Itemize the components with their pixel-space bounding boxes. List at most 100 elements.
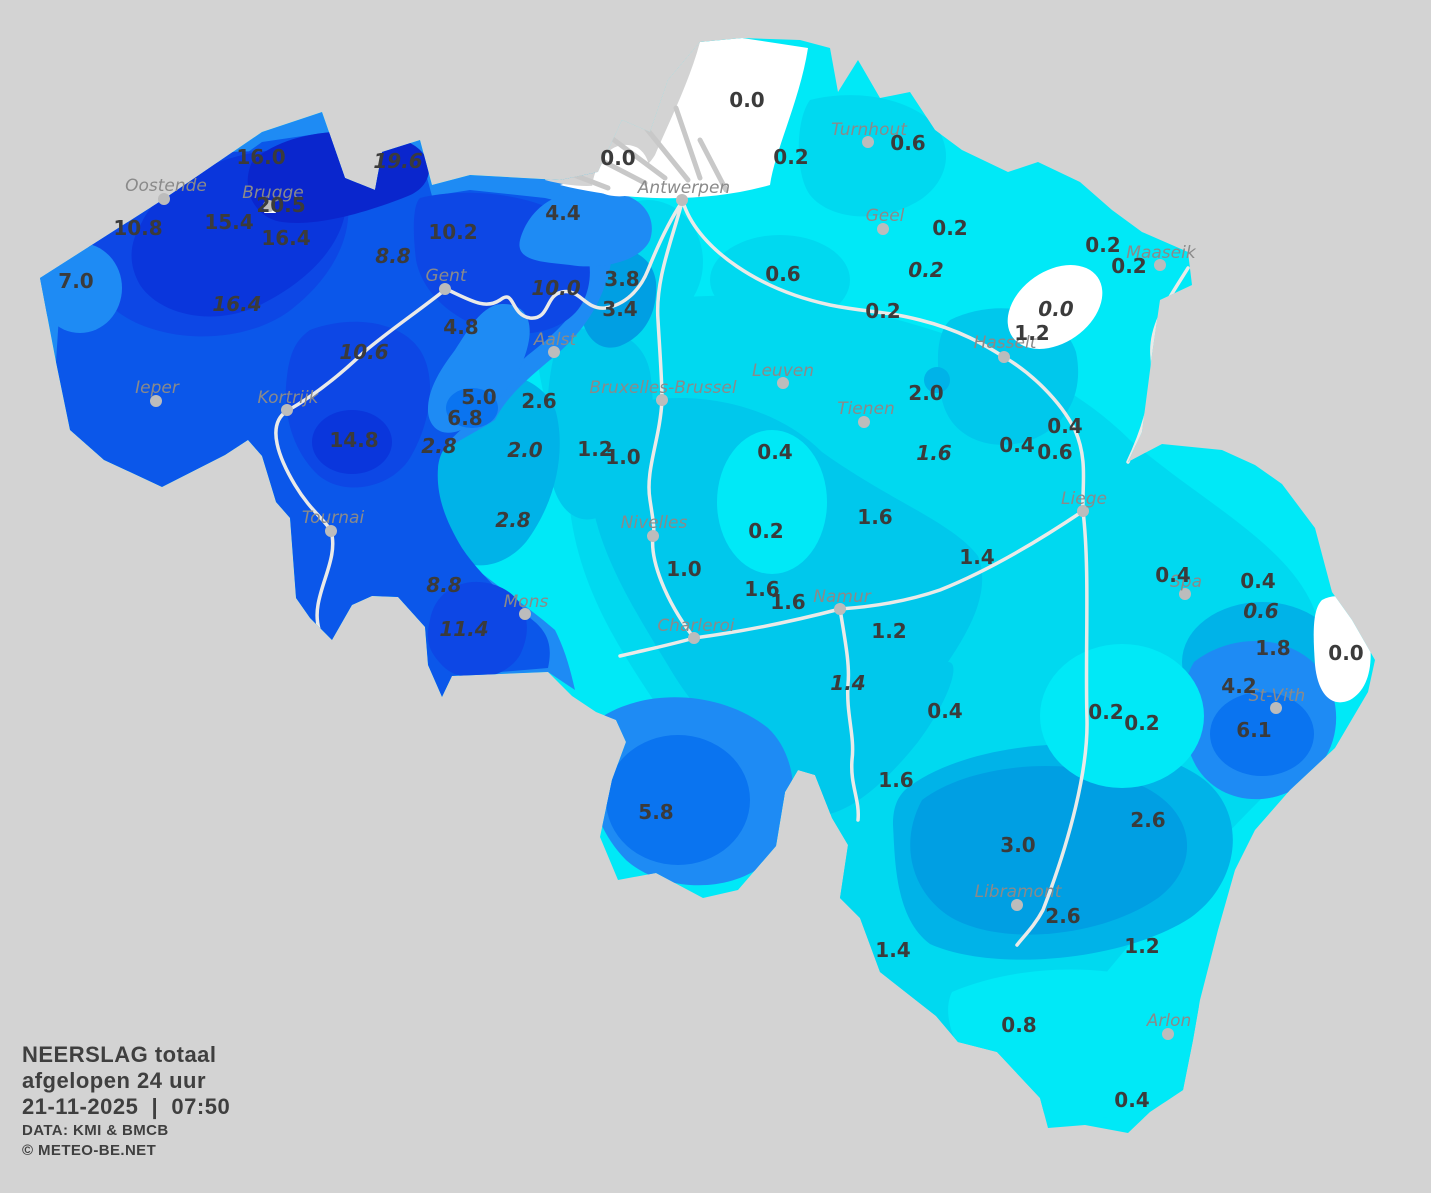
city-nivelles: Nivelles: [621, 513, 688, 542]
city-dot: [325, 525, 337, 537]
canal-albert: [682, 203, 1086, 513]
river-scheldt-west: [274, 287, 448, 650]
precipitation-value: 10.6: [339, 340, 388, 364]
precipitation-value: 2.8: [421, 434, 457, 458]
city-label: St-Vith: [1249, 686, 1306, 706]
city-dot: [862, 136, 874, 148]
precipitation-value: 0.2: [1124, 711, 1159, 735]
city-label: Kortrijk: [258, 388, 320, 408]
city-dot: [688, 632, 700, 644]
city-turnhout: Turnhout: [831, 120, 908, 148]
contour-band-6-stvith: [1210, 692, 1314, 776]
city-label: Arlon: [1146, 1011, 1192, 1031]
precipitation-value: 3.8: [604, 267, 639, 291]
precipitation-value: 1.2: [871, 619, 906, 643]
precipitation-value: 4.2: [1221, 674, 1256, 698]
precipitation-value: 0.4: [757, 440, 792, 464]
precipitation-value: 0.0: [1328, 641, 1363, 665]
precipitation-value: 1.2: [1124, 934, 1159, 958]
contour-pocket-gent-north: [519, 189, 652, 267]
contour-band-18-brugge: [247, 131, 430, 223]
precipitation-value: 5.8: [638, 800, 673, 824]
city-geel: Geel: [866, 206, 905, 235]
city-label: Aalst: [533, 330, 578, 350]
city-dot: [998, 351, 1010, 363]
city-libramont: Libramont: [975, 882, 1063, 911]
river-meuse: [838, 509, 1085, 822]
city-dot: [1270, 702, 1282, 714]
city-dot: [548, 346, 560, 358]
precipitation-value: 10.0: [531, 276, 580, 300]
contour-band-06-turnhout: [798, 95, 947, 217]
city-label: Antwerpen: [637, 178, 730, 198]
precipitation-value: 6.1: [1236, 718, 1271, 742]
precipitation-value: 10.8: [113, 216, 162, 240]
city-label: Liege: [1061, 489, 1107, 509]
city-dot: [281, 404, 293, 416]
precipitation-value: 0.4: [1047, 414, 1082, 438]
city-label: Bruxelles-Brussel: [589, 378, 736, 398]
title-block: NEERSLAG totaal afgelopen 24 uur 21-11-2…: [22, 1042, 230, 1159]
precipitation-value: 2.6: [1045, 904, 1080, 928]
values-layer: 16.0 19.6 20.515.4 16.4 10.8 8.8 7.0 16.4 10.2 4.…: [58, 88, 1363, 1112]
city-charleroi: Charleroi: [657, 616, 735, 644]
city-label: Oostende: [125, 176, 207, 196]
contour-pocket-68: [446, 388, 498, 428]
city-label: Libramont: [975, 882, 1063, 902]
city-label: Mons: [504, 592, 549, 612]
city-label: Nivelles: [621, 513, 688, 533]
river-scheldt-east: [444, 200, 684, 320]
city-label: Tienen: [837, 399, 895, 419]
city-dot: [834, 603, 846, 615]
precipitation-value: 0.2: [748, 519, 783, 543]
precipitation-value: 8.8: [375, 244, 411, 268]
city-ieper: Ieper: [135, 378, 180, 407]
precipitation-value: 3.4: [602, 297, 637, 321]
precipitation-value: 7.0: [58, 269, 93, 293]
city-dot: [877, 223, 889, 235]
precipitation-value: 2.8: [495, 508, 531, 532]
city-dot: [647, 530, 659, 542]
city-dot: [1154, 259, 1166, 271]
city-tienen: Tienen: [837, 399, 895, 428]
precipitation-value: 5.0: [461, 385, 496, 409]
map-date-time: 21-11-2025 | 07:50: [22, 1093, 231, 1119]
precipitation-value: 11.4: [439, 617, 488, 641]
city-label: Namur: [813, 587, 871, 607]
contour-band-3-libramont-core: [910, 766, 1188, 935]
data-source-label: DATA: KMI & BMCB: [22, 1121, 169, 1139]
city-dot: [263, 200, 275, 212]
precipitation-value: 1.4: [830, 671, 865, 695]
precipitation-value: 1.6: [857, 505, 892, 529]
city-dot: [656, 394, 668, 406]
city-bruxelles-brussel: Bruxelles-Brussel: [589, 378, 737, 406]
city-label: Brugge: [242, 183, 303, 203]
precipitation-value: 1.4: [959, 545, 994, 569]
precipitation-value: 1.2: [1014, 321, 1049, 345]
city-label: Turnhout: [831, 120, 908, 140]
city-namur: Namur: [813, 587, 872, 615]
river-sambre: [618, 607, 842, 658]
precipitation-value: 2.0: [908, 381, 943, 405]
precipitation-value: 0.6: [890, 131, 925, 155]
city-antwerpen: Antwerpen: [637, 178, 730, 206]
city-liege: Liege: [1061, 489, 1107, 517]
precipitation-value: 0.2: [908, 258, 943, 282]
precipitation-value: 0.0: [600, 146, 635, 170]
precipitation-value: 1.2: [577, 437, 612, 461]
precipitation-value: 4.4: [545, 201, 580, 225]
precipitation-value: 0.8: [1001, 1013, 1036, 1037]
contour-band-1-brussels: [546, 328, 653, 520]
precipitation-value: 1.6: [744, 577, 779, 601]
city-label: Ieper: [135, 378, 180, 398]
contour-band-6-chimay: [606, 735, 750, 865]
city-aalst: Aalst: [533, 330, 578, 358]
cities-layer: Oostende Brugge Gent Antwerpen Turnhout Geel M…: [125, 120, 1305, 1040]
precipitation-value: 10.2: [428, 220, 477, 244]
contour-band-2-tienen: [924, 367, 950, 393]
river-zenne: [647, 200, 696, 640]
precipitation-value: 0.2: [1111, 254, 1146, 278]
copyright-label: © METEO-BE.NET: [22, 1141, 157, 1159]
city-dot: [519, 608, 531, 620]
